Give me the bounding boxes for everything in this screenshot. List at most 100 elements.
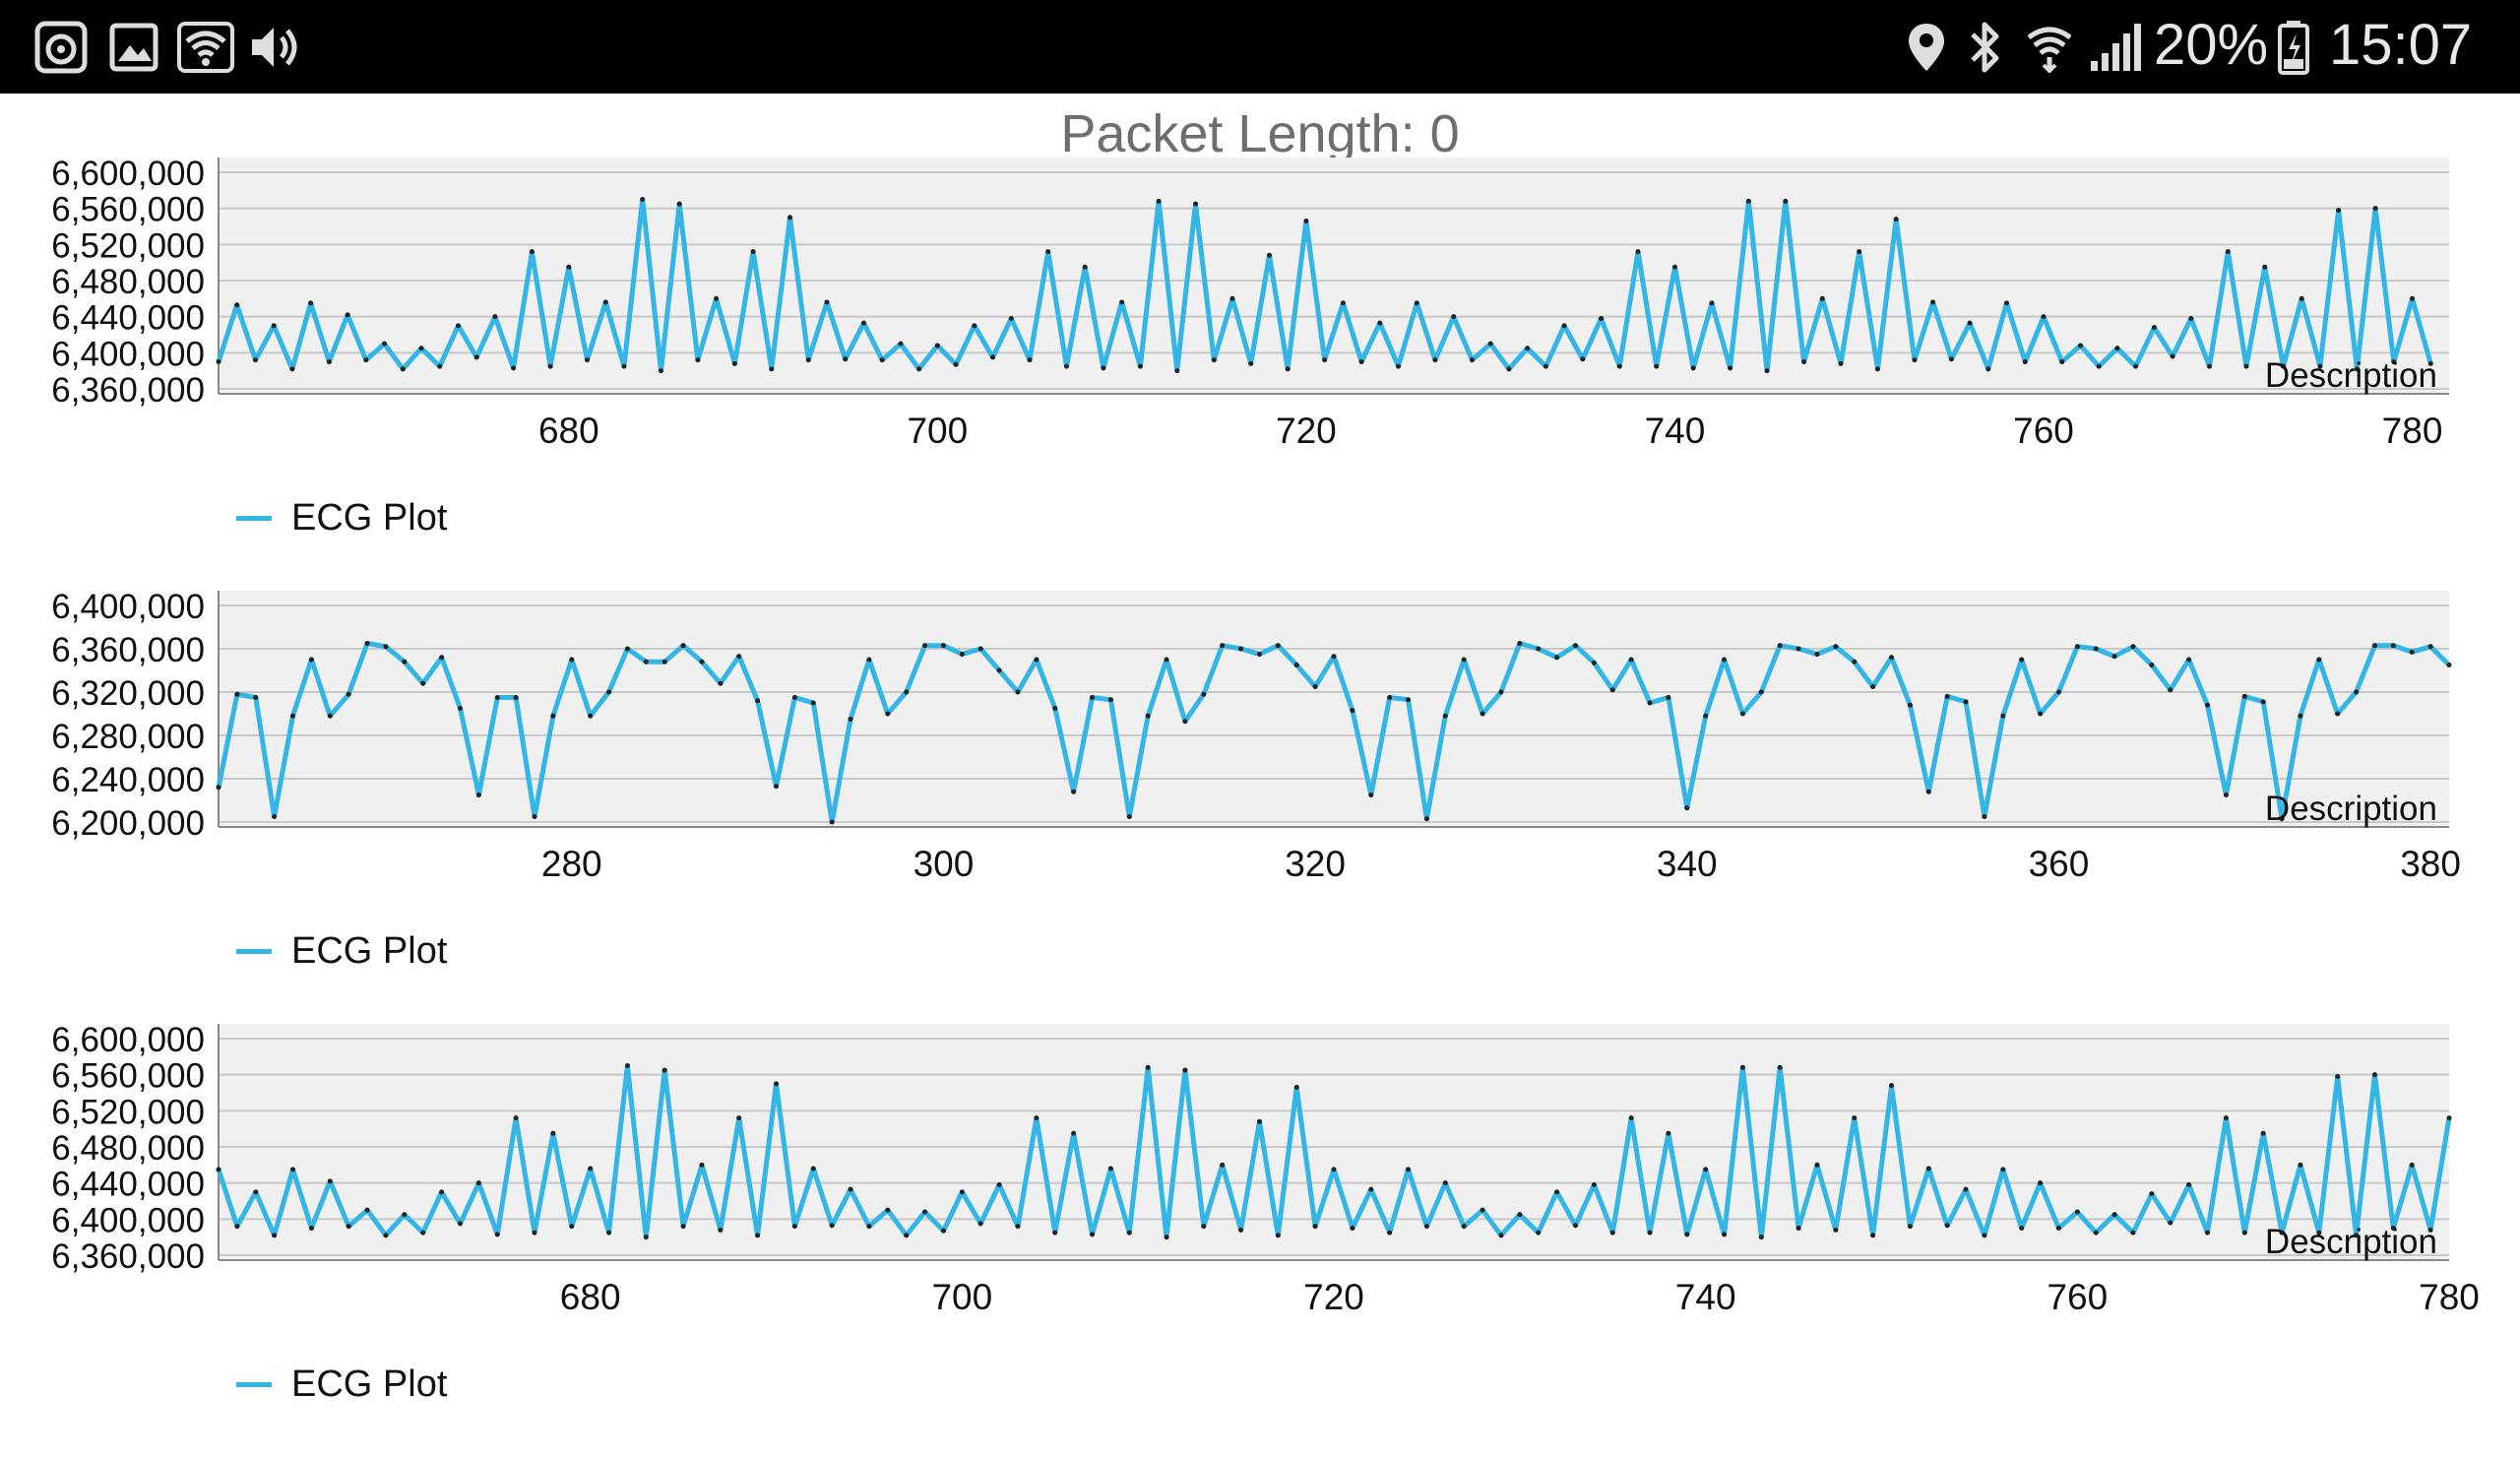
data-point bbox=[940, 643, 946, 649]
data-point bbox=[640, 197, 646, 202]
image-icon bbox=[104, 20, 163, 75]
ecg-chart-3[interactable]: 6,360,000 6,400,000 6,440,000 6,480,000 6,52… bbox=[0, 1024, 2520, 1457]
data-point bbox=[2055, 689, 2061, 695]
data-point bbox=[1052, 706, 1058, 711]
data-point bbox=[1331, 1167, 1337, 1172]
data-point bbox=[2074, 1209, 2080, 1215]
data-point bbox=[1480, 711, 1485, 717]
data-point bbox=[750, 249, 756, 255]
data-point bbox=[755, 698, 761, 704]
wifi-icon bbox=[175, 20, 236, 75]
data-point bbox=[1609, 1230, 1615, 1235]
data-point bbox=[1796, 1226, 1801, 1231]
data-point bbox=[898, 341, 904, 347]
data-point bbox=[2077, 343, 2083, 348]
data-point bbox=[2390, 1226, 2396, 1231]
data-point bbox=[602, 299, 608, 305]
data-point bbox=[1275, 643, 1281, 649]
data-point bbox=[475, 792, 481, 797]
data-point bbox=[532, 1230, 537, 1235]
data-point bbox=[234, 302, 240, 308]
data-point bbox=[990, 354, 996, 360]
data-point bbox=[1211, 357, 1217, 363]
data-point bbox=[996, 1182, 1002, 1187]
ecg-chart-3-plot[interactable]: 6,360,0006,400,0006,440,0006,480,0006,52… bbox=[0, 1024, 2520, 1359]
data-point bbox=[1498, 1233, 1504, 1238]
data-point bbox=[699, 659, 705, 665]
data-point bbox=[308, 300, 314, 306]
ecg-chart-2[interactable]: 6,200,000 6,240,000 6,280,000 6,320,000 6,36… bbox=[0, 591, 2520, 1024]
x-tick-label: 720 bbox=[1276, 411, 1337, 451]
data-point bbox=[437, 363, 443, 369]
data-point bbox=[2000, 713, 2006, 719]
data-point bbox=[2022, 359, 2028, 364]
data-point bbox=[959, 1189, 965, 1195]
ecg-chart-2-legend: ECG Plot bbox=[236, 930, 447, 973]
data-point bbox=[805, 357, 811, 363]
data-point bbox=[885, 711, 891, 717]
data-point bbox=[1554, 1189, 1560, 1195]
x-tick-label: 300 bbox=[914, 844, 975, 884]
data-point bbox=[1164, 657, 1169, 663]
data-point bbox=[271, 323, 277, 329]
data-point bbox=[1358, 359, 1364, 364]
data-point bbox=[2298, 713, 2303, 719]
data-point bbox=[1368, 1186, 1374, 1192]
data-point bbox=[1238, 1227, 1244, 1233]
legend-label: ECG Plot bbox=[291, 930, 448, 972]
data-point bbox=[1469, 357, 1475, 363]
data-point bbox=[1201, 691, 1207, 697]
packet-length-title: Packet Length: 0 bbox=[0, 103, 2520, 164]
data-point bbox=[1174, 368, 1180, 374]
x-tick-label: 700 bbox=[931, 1277, 992, 1317]
data-point bbox=[1423, 1224, 1429, 1230]
data-point bbox=[791, 695, 797, 700]
data-point bbox=[364, 1207, 370, 1213]
data-point bbox=[2279, 816, 2285, 822]
data-point bbox=[457, 706, 463, 711]
data-point bbox=[1414, 300, 1419, 306]
data-point bbox=[658, 368, 663, 374]
data-point bbox=[1034, 1115, 1040, 1121]
ecg-chart-1[interactable]: 6,360,000 6,400,000 6,440,000 6,480,000 6,52… bbox=[0, 158, 2520, 591]
data-point bbox=[1182, 1067, 1188, 1073]
x-tick-label: 720 bbox=[1303, 1277, 1364, 1317]
x-tick-label: 740 bbox=[1675, 1277, 1736, 1317]
data-point bbox=[1561, 323, 1567, 329]
data-point bbox=[866, 657, 872, 663]
data-point bbox=[2446, 1115, 2452, 1121]
ecg-chart-1-plot[interactable]: 6,360,0006,400,0006,440,0006,480,0006,52… bbox=[0, 158, 2520, 492]
data-point bbox=[1948, 356, 1954, 362]
data-point bbox=[2241, 693, 2247, 699]
data-point bbox=[2170, 353, 2175, 359]
data-point bbox=[1340, 300, 1346, 306]
data-point bbox=[1442, 713, 1448, 719]
data-point bbox=[1071, 789, 1077, 794]
ecg-chart-2-plot[interactable]: 6,200,000 6,240,000 6,280,000 6,320,000 6,36… bbox=[0, 591, 2520, 925]
data-point bbox=[731, 360, 737, 366]
data-point bbox=[346, 1224, 351, 1230]
data-point bbox=[1554, 655, 1560, 661]
x-tick-label: 780 bbox=[2382, 411, 2443, 451]
data-point bbox=[585, 357, 591, 363]
data-point bbox=[2260, 699, 2266, 705]
data-point bbox=[788, 215, 793, 221]
data-point bbox=[345, 312, 350, 318]
x-tick-label: 320 bbox=[1285, 844, 1346, 884]
data-point bbox=[959, 652, 965, 657]
data-point bbox=[2111, 654, 2117, 660]
data-point bbox=[1925, 789, 1931, 794]
data-point bbox=[1015, 1224, 1021, 1230]
legend-swatch bbox=[236, 1382, 272, 1387]
data-point bbox=[1193, 201, 1199, 207]
data-point bbox=[1182, 719, 1188, 725]
data-point bbox=[308, 657, 314, 663]
data-point bbox=[1801, 359, 1807, 364]
data-point bbox=[972, 323, 977, 329]
data-point bbox=[1819, 295, 1825, 301]
packet-length-label: Packet Length: bbox=[1060, 104, 1416, 163]
data-point bbox=[1071, 1130, 1077, 1136]
data-point bbox=[1628, 1115, 1634, 1121]
legend-swatch bbox=[236, 516, 272, 521]
data-point bbox=[940, 1228, 946, 1234]
